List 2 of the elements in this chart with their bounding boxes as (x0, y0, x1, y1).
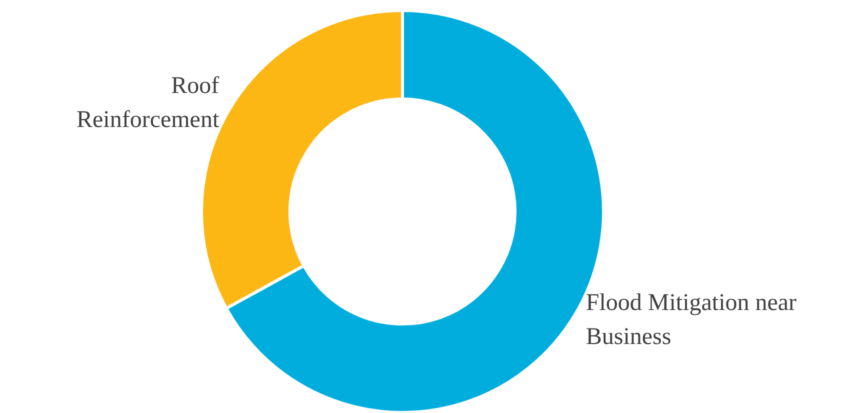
slice-label: Flood Mitigation near Business (586, 290, 797, 350)
slice-label: Roof Reinforcement (76, 73, 220, 133)
